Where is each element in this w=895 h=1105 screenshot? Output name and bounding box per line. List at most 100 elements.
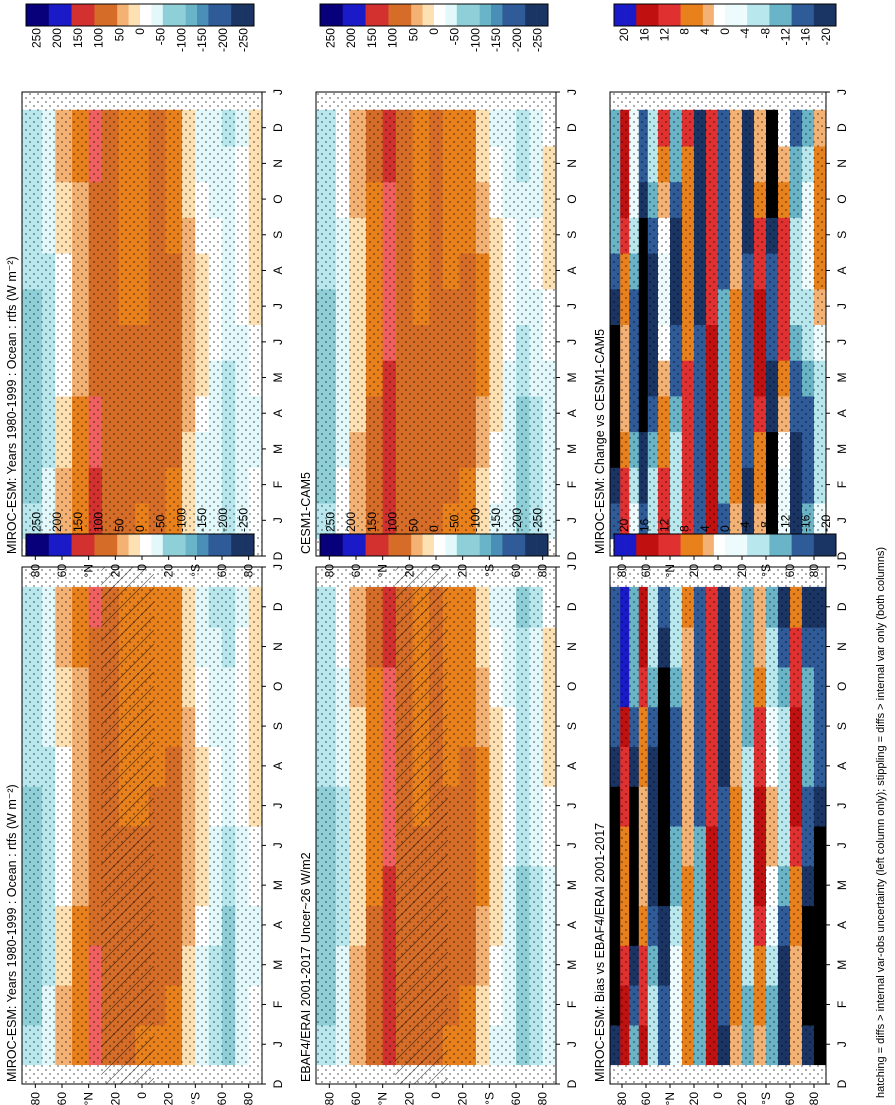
- x-tick-label: D: [271, 1079, 285, 1088]
- y-tick-label: 80: [807, 1092, 821, 1105]
- y-tick-label: 80: [322, 564, 336, 578]
- colorbar-tick-label: 0: [427, 525, 441, 532]
- x-tick-label: F: [565, 1001, 579, 1008]
- x-tick-label: S: [271, 231, 285, 239]
- x-tick-label: J: [565, 517, 579, 523]
- colorbar-cell: [388, 534, 401, 556]
- y-tick-label: 0: [711, 564, 725, 571]
- colorbar-cell: [713, 4, 726, 26]
- colorbar-cell: [94, 534, 107, 556]
- y-tick-label: 0: [135, 564, 149, 571]
- colorbar-tick-label: -150: [195, 508, 209, 532]
- x-tick-label: D: [271, 602, 285, 611]
- colorbar-tick-label: 16: [637, 518, 651, 532]
- x-tick-label: M: [271, 444, 285, 454]
- y-tick-label: 20: [402, 1092, 416, 1105]
- colorbar-tick-label: 8: [678, 525, 692, 532]
- colorbar-tick-label: -8: [758, 28, 772, 39]
- colorbar-tick-label: -250: [237, 508, 251, 532]
- x-tick-label: O: [271, 194, 285, 203]
- x-tick-label: N: [271, 642, 285, 651]
- colorbar-cell: [94, 4, 107, 26]
- x-tick-label: S: [565, 231, 579, 239]
- colorbar-tick-label: -100: [174, 28, 188, 52]
- stippling-overlay: [316, 92, 556, 556]
- colorbar-tick-label: -50: [154, 514, 168, 532]
- colorbar-frame: [25, 3, 255, 27]
- hatching-overlay: [395, 567, 448, 1084]
- y-tick-label: 60: [55, 1092, 69, 1105]
- x-tick-label: A: [835, 762, 849, 770]
- colorbar: 20 16 12 8 4 0 -4 -8 -12 -16 -20: [613, 3, 837, 46]
- panel-left-middle: 80 60 °N 20 0 20 °S 60 80 D J F M A M J J A S O N D J EBAF4/ERA…: [299, 564, 579, 1105]
- y-tick-label: °N: [663, 564, 677, 577]
- colorbar-cell: [399, 534, 412, 556]
- panel-right-bottom: 80 60 °N 20 0 20 °S 60 80DJFMAMJJASONDJMIROC-ESM…: [593, 89, 849, 577]
- colorbar-tick-label: 20: [617, 518, 631, 532]
- colorbar-cell: [231, 534, 243, 556]
- colorbar-tick-label: -12: [779, 28, 793, 46]
- colorbar-cell: [151, 4, 164, 26]
- colorbar-cell: [669, 4, 681, 26]
- x-tick-label: A: [565, 762, 579, 770]
- colorbar-cell: [468, 4, 480, 26]
- colorbar-tick-label: 4: [698, 28, 712, 35]
- colorbar-tick-label: -50: [448, 28, 462, 46]
- colorbar-cell: [185, 4, 198, 26]
- colorbar-cell: [536, 4, 549, 26]
- y-tick-label: 20: [456, 564, 470, 578]
- colorbar-cell: [117, 4, 129, 26]
- x-tick-label: A: [565, 921, 579, 929]
- colorbar-cell: [140, 534, 152, 556]
- colorbar-cell: [26, 534, 38, 556]
- y-tick-label: 80: [242, 1092, 256, 1105]
- colorbar-cell: [691, 534, 704, 556]
- colorbar-cell: [219, 534, 232, 556]
- x-tick-label: N: [271, 159, 285, 168]
- y-tick-label: 0: [135, 1092, 149, 1099]
- x-tick-label: A: [271, 762, 285, 770]
- y-tick-label: 20: [687, 1092, 701, 1105]
- colorbar-cell: [502, 534, 515, 556]
- colorbar-tick-label: -150: [489, 508, 503, 532]
- colorbar-tick-label: 12: [657, 28, 671, 42]
- x-tick-label: A: [565, 409, 579, 417]
- colorbar-cell: [242, 534, 255, 556]
- x-tick-label: M: [835, 960, 849, 970]
- x-tick-label: M: [835, 880, 849, 890]
- colorbar: 250 200 150 100 50 0 -50 -100 -150 -200 -250: [319, 508, 549, 557]
- colorbar-cell: [71, 534, 84, 556]
- colorbar-tick-label: 8: [678, 28, 692, 35]
- y-tick-label: °N: [82, 564, 96, 577]
- x-tick-label: D: [835, 602, 849, 611]
- x-tick-label: N: [835, 159, 849, 168]
- colorbar-cell: [399, 4, 412, 26]
- colorbar: 20 16 12 8 4 0 -4 -8 -12 -16 -20: [613, 514, 837, 557]
- colorbar-tick-label: -20: [819, 28, 833, 46]
- colorbar-tick-label: 200: [50, 28, 64, 48]
- y-tick-label: 20: [162, 1092, 176, 1105]
- x-tick-label: A: [271, 409, 285, 417]
- colorbar-tick-label: 150: [365, 28, 379, 48]
- colorbar-cell: [513, 534, 526, 556]
- y-tick-label: 80: [28, 1092, 42, 1105]
- colorbar-cell: [513, 4, 526, 26]
- x-tick-label: J: [271, 303, 285, 309]
- colorbar-cell: [365, 4, 378, 26]
- colorbar-cell: [174, 4, 186, 26]
- colorbar-cell: [331, 534, 344, 556]
- colorbar-tick-label: 100: [92, 512, 106, 532]
- colorbar-tick-label: -250: [531, 28, 545, 52]
- colorbar-tick-label: 0: [718, 525, 732, 532]
- colorbar-cell: [117, 534, 129, 556]
- colorbar-cell: [208, 4, 221, 26]
- colorbar-cell: [83, 534, 95, 556]
- y-tick-label: °S: [759, 1092, 773, 1105]
- x-tick-label: J: [271, 842, 285, 848]
- colorbar-tick-label: -4: [738, 521, 752, 532]
- y-tick-label: °N: [82, 1092, 96, 1105]
- colorbar-tick-label: -16: [799, 514, 813, 532]
- x-tick-label: J: [271, 339, 285, 345]
- colorbar-cell: [422, 534, 435, 556]
- x-tick-label: J: [271, 1041, 285, 1047]
